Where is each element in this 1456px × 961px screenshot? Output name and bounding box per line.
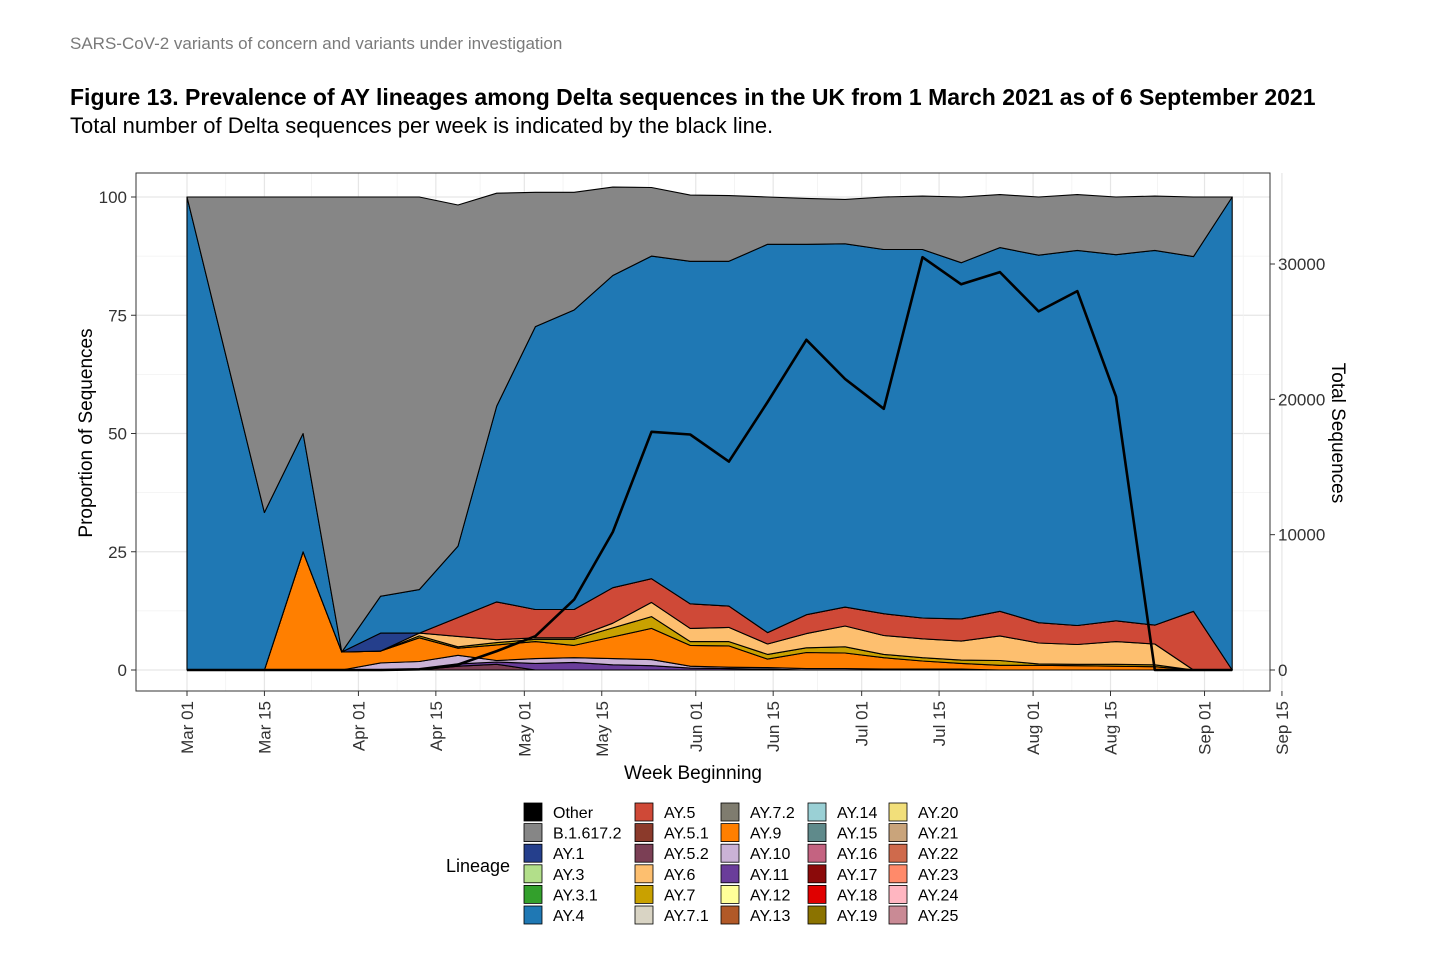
x-tick-label: Jul 01: [853, 701, 872, 746]
legend-swatch: [807, 885, 827, 904]
legend-label: AY.5.1: [664, 826, 709, 843]
legend-label: AY.6: [664, 867, 696, 884]
legend-label: AY.24: [918, 887, 958, 904]
legend-label: AY.20: [918, 805, 958, 822]
legend-swatch: [720, 885, 740, 904]
legend-label: AY.12: [750, 887, 790, 904]
legend-label: AY.1: [553, 846, 585, 863]
plot-border: [135, 172, 1271, 692]
legend-swatch: [634, 802, 654, 822]
legend-swatch: [720, 802, 740, 822]
y2-tick-label: 10000: [1278, 526, 1325, 545]
legend-label: AY.15: [837, 826, 877, 843]
x-tick-label: Jul 15: [930, 701, 949, 746]
legend-label: AY.14: [837, 805, 877, 822]
legend-label: AY.11: [750, 867, 789, 884]
legend-label: AY.7: [664, 887, 696, 904]
legend-label: AY.13: [750, 908, 790, 925]
x-tick-label: Jun 15: [764, 701, 783, 752]
legend-label: AY.5: [664, 805, 696, 822]
x-tick-label: Sep 01: [1196, 701, 1215, 755]
legend-label: AY.9: [750, 826, 782, 843]
legend-swatch: [888, 823, 908, 842]
y-tick-label: 0: [118, 661, 127, 680]
legend-label: AY.18: [837, 887, 877, 904]
legend-label: AY.10: [750, 846, 790, 863]
legend-swatch: [523, 864, 543, 884]
x-tick-label: Apr 01: [349, 701, 368, 751]
x-tick-label: Mar 01: [178, 701, 197, 754]
y2-tick-label: 0: [1278, 661, 1287, 680]
legend-swatch: [523, 843, 543, 863]
legend-swatch: [807, 843, 827, 863]
area-series: [186, 186, 1233, 671]
legend-label: AY.7.2: [750, 805, 795, 822]
legend-swatch: [888, 843, 908, 863]
legend-swatch: [634, 843, 654, 863]
legend-title: Lineage: [446, 856, 510, 876]
legend-label: AY.25: [918, 908, 958, 925]
legend-swatch: [888, 905, 908, 925]
legend-swatch: [634, 864, 654, 884]
total-sequences-line: [187, 255, 1233, 672]
x-tick-label: Mar 15: [255, 701, 274, 754]
area-b-1-617-2: [186, 186, 1233, 653]
y2-axis-title: Total Sequences: [1327, 363, 1348, 504]
figure-title: Figure 13. Prevalence of AY lineages amo…: [70, 84, 1316, 110]
legend-swatch: [888, 802, 908, 822]
legend-label: AY.22: [918, 846, 958, 863]
x-tick-label: May 15: [593, 701, 612, 757]
y-tick-label: 50: [108, 425, 127, 444]
legend-swatch: [523, 823, 543, 842]
legend-swatch: [807, 802, 827, 822]
legend-swatch: [720, 864, 740, 884]
x-tick-label: Aug 01: [1024, 701, 1043, 755]
legend-swatch: [523, 802, 543, 822]
legend-swatch: [888, 885, 908, 904]
report-header: SARS-CoV-2 variants of concern and varia…: [70, 34, 563, 53]
legend-swatch: [888, 864, 908, 884]
x-tick-label: Jun 01: [687, 701, 706, 752]
legend-label: AY.23: [918, 867, 958, 884]
legend-label: AY.3.1: [553, 887, 598, 904]
legend-label: AY.3: [553, 867, 585, 884]
x-tick-label: Aug 15: [1102, 701, 1121, 755]
legend-label: AY.7.1: [664, 908, 709, 925]
legend-label: AY.17: [837, 867, 877, 884]
legend-label: AY.4: [553, 908, 585, 925]
legend-label: B.1.617.2: [553, 826, 622, 843]
legend-swatch: [634, 823, 654, 842]
y-tick-label: 25: [108, 543, 127, 562]
x-tick-label: Sep 15: [1273, 701, 1292, 755]
legend-swatch: [807, 823, 827, 842]
legend-swatch: [720, 843, 740, 863]
x-axis-title: Week Beginning: [624, 763, 762, 784]
legend-label: AY.16: [837, 846, 877, 863]
legend-label: AY.5.2: [664, 846, 709, 863]
y-tick-label: 100: [99, 188, 127, 207]
legend-swatch: [807, 905, 827, 925]
figure-subtitle: Total number of Delta sequences per week…: [70, 113, 774, 138]
total-sequences-series: [187, 255, 1233, 672]
legend-swatch: [523, 885, 543, 904]
legend-label: AY.21: [918, 826, 958, 843]
x-tick-label: Apr 15: [427, 701, 446, 751]
legend-label: AY.19: [837, 908, 877, 925]
legend-swatch: [523, 905, 543, 925]
axes: 0 25 50 75 100 0 10000 20000 30000 Mar 01 Mar 15 Ap…: [99, 188, 1326, 757]
legend-swatch: [634, 885, 654, 904]
legend-swatch: [634, 905, 654, 925]
y-axis-title: Proportion of Sequences: [76, 328, 97, 537]
legend-label: Other: [553, 805, 594, 822]
y-tick-label: 75: [108, 306, 127, 325]
legend: Lineage Other B.1.617.2 AY.1 AY.3 AY.3.1 AY.4…: [446, 802, 958, 925]
legend-swatch: [720, 905, 740, 925]
legend-swatch: [807, 864, 827, 884]
x-tick-label: May 01: [515, 701, 534, 757]
y2-tick-label: 20000: [1278, 390, 1325, 409]
y2-tick-label: 30000: [1278, 255, 1325, 274]
legend-swatch: [720, 823, 740, 842]
